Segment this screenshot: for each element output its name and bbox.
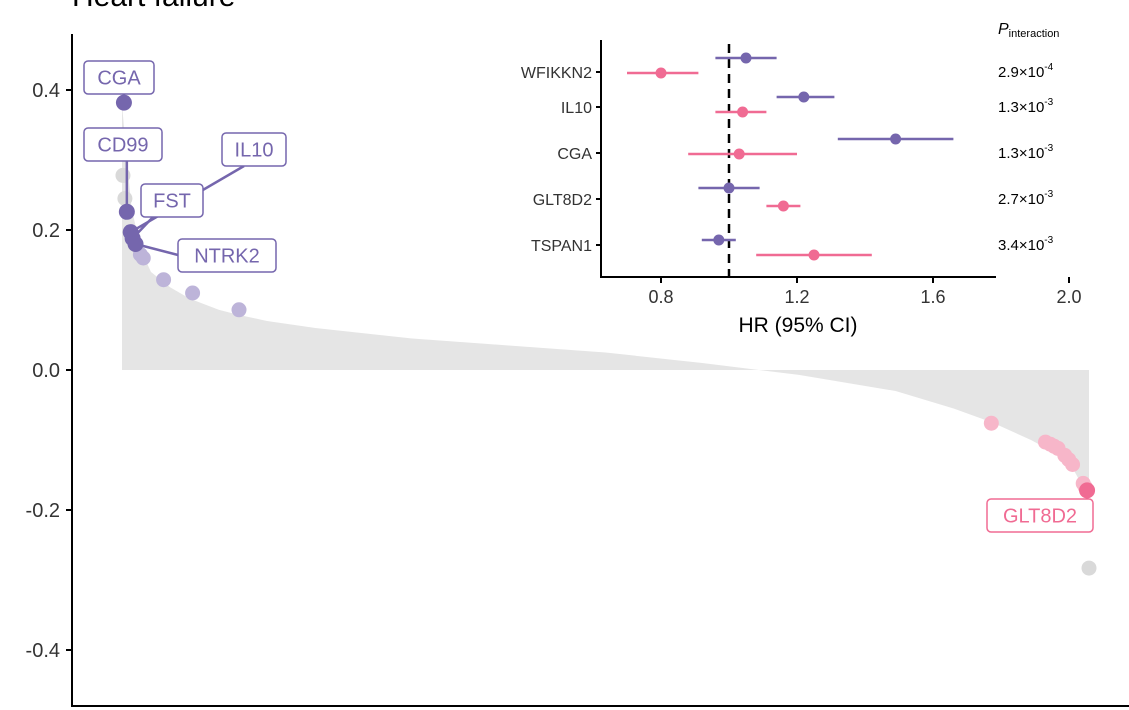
label-text-cga: CGA xyxy=(97,68,141,90)
p-value: 1.3×10-3 xyxy=(998,97,1054,116)
hr-point xyxy=(808,249,820,261)
chart-title: Heart failure xyxy=(72,0,235,13)
p-value: 2.9×10-4 xyxy=(998,62,1054,81)
p-value-exponent: -4 xyxy=(1044,62,1053,73)
p-value-mantissa: 2.7×10 xyxy=(998,191,1044,208)
highlight-point-cga xyxy=(115,94,132,111)
p-value-mantissa: 1.3×10 xyxy=(998,145,1044,162)
inset-category-labels: WFIKKN2 IL10 CGA GLT8D2 TSPAN1 xyxy=(521,65,601,255)
inset-x-tick-label: 1.2 xyxy=(784,287,809,307)
y-tick-label: 0.4 xyxy=(32,80,60,102)
hr-point xyxy=(890,133,902,145)
y-tick-label: 0.2 xyxy=(32,220,60,242)
label-text-cd99: CD99 xyxy=(97,135,148,157)
y-tick-label: 0.0 xyxy=(32,360,60,382)
label-box-cd99 xyxy=(83,127,163,162)
inset-x-tick-label: 0.8 xyxy=(648,287,673,307)
data-point xyxy=(1065,457,1081,472)
p-header-subscript: interaction xyxy=(1009,28,1060,40)
label-text-il10: IL10 xyxy=(235,140,274,162)
hr-point xyxy=(740,52,752,64)
hr-point xyxy=(713,234,725,246)
label-box-ntrk2 xyxy=(177,238,277,273)
data-point xyxy=(117,191,133,206)
highlight-point-glt8d2 xyxy=(1079,482,1096,499)
highlight-point-cd99 xyxy=(118,203,135,220)
p-value-mantissa: 2.9×10 xyxy=(998,64,1044,81)
p-value-mantissa: 3.4×10 xyxy=(998,237,1044,254)
label-box-glt8d2 xyxy=(986,498,1094,533)
confidence-intervals xyxy=(627,56,954,257)
p-value-exponent: -3 xyxy=(1044,189,1053,200)
p-value-exponent: -3 xyxy=(1044,235,1053,246)
y-tick-label: -0.2 xyxy=(26,500,60,522)
highlight-point-ntrk2 xyxy=(127,236,144,252)
label-box-cga xyxy=(83,60,155,95)
data-point xyxy=(115,167,131,183)
p-interaction-header: Pinteraction xyxy=(998,21,1059,40)
background-points xyxy=(115,167,1097,576)
data-point xyxy=(135,250,151,266)
inset-x-tick-label: 2.0 xyxy=(1056,287,1081,307)
hr-point xyxy=(723,182,735,194)
inset-x-axis-label: HR (95% CI) xyxy=(738,314,857,337)
category-label-tspan1: TSPAN1 xyxy=(531,238,592,255)
category-label-wfikkn2: WFIKKN2 xyxy=(521,65,592,82)
label-box-fst xyxy=(140,183,204,218)
y-axis-ticks: 0.4 0.2 0.0 -0.2 -0.4 xyxy=(26,80,72,662)
p-header-base: P xyxy=(998,21,1009,38)
p-value: 2.7×10-3 xyxy=(998,189,1054,208)
data-point xyxy=(156,272,172,288)
highlighted-points xyxy=(115,94,1096,499)
category-label-il10: IL10 xyxy=(561,100,592,117)
protein-labels: CGA CD99 IL10 FST NTRK2 GLT8D2 xyxy=(83,60,1094,533)
data-point xyxy=(1081,560,1097,576)
label-box-il10 xyxy=(221,132,287,167)
inset-x-tick-label: 1.6 xyxy=(920,287,945,307)
main-chart: Heart failure CGACD99IL10FSTNTRK2GLT8D2 … xyxy=(26,0,1129,707)
data-point xyxy=(231,302,247,318)
label-text-fst: FST xyxy=(153,191,191,213)
p-value-exponent: -3 xyxy=(1044,143,1053,154)
label-text-glt8d2: GLT8D2 xyxy=(1003,506,1077,528)
p-value: 3.4×10-3 xyxy=(998,235,1054,254)
data-point xyxy=(185,285,201,301)
hr-point xyxy=(733,148,745,160)
hazard-ratio-points xyxy=(655,52,902,261)
category-label-cga: CGA xyxy=(557,146,592,163)
p-value-exponent: -3 xyxy=(1044,97,1053,108)
y-tick-label: -0.4 xyxy=(26,640,60,662)
label-text-ntrk2: NTRK2 xyxy=(194,246,260,268)
hr-point xyxy=(737,106,749,118)
hr-point xyxy=(798,91,810,103)
hr-point xyxy=(655,67,667,79)
inset-x-axis-ticks: 0.8 1.2 1.6 2.0 xyxy=(648,277,1082,307)
p-value: 1.3×10-3 xyxy=(998,143,1054,162)
category-label-glt8d2: GLT8D2 xyxy=(533,192,592,209)
data-point xyxy=(983,415,999,431)
p-value-mantissa: 1.3×10 xyxy=(998,99,1044,116)
hr-point xyxy=(777,200,789,212)
p-values: 2.9×10-41.3×10-31.3×10-32.7×10-33.4×10-3 xyxy=(998,62,1054,254)
